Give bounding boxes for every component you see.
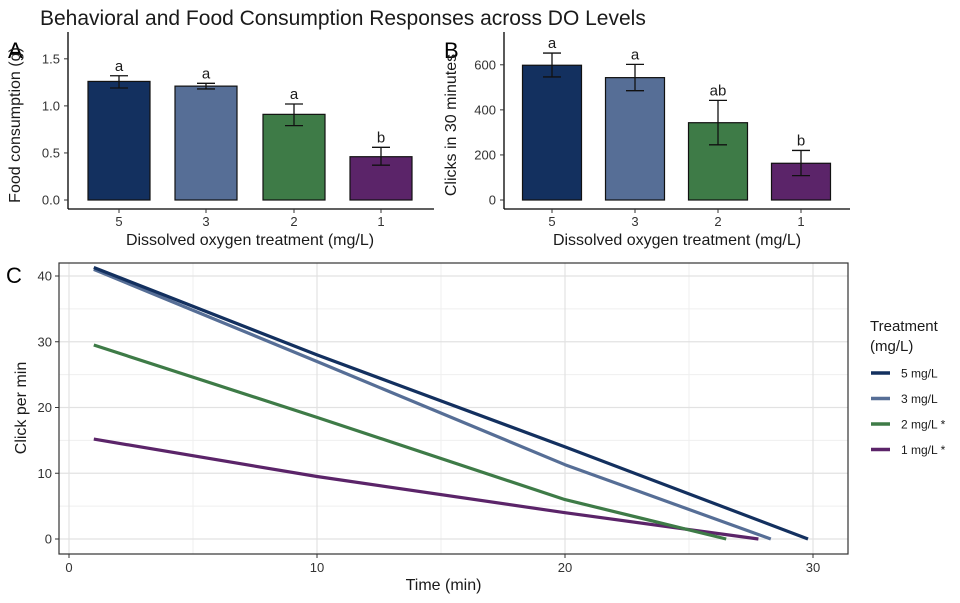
x-tick-label: 10 (310, 560, 324, 575)
x-tick-label: 1 (377, 214, 384, 229)
legend-title: Treatment (870, 318, 939, 335)
panel-c-click-rate: C 0 10 20 30 40 0 10 20 30 Time (min) Click per min… (6, 262, 946, 594)
y-tick-label: 0.5 (42, 145, 60, 160)
significance-label: ab (710, 82, 727, 99)
x-tick-label: 5 (115, 214, 122, 229)
series-line-2-mgL (93, 343, 727, 541)
significance-label: a (290, 86, 299, 103)
panel-b-clicks: B 0 200 400 600 a 5 a 3 ab 2 b 1 Dissolved oxygen tre… (443, 32, 850, 249)
y-tick-label: 0.0 (42, 193, 60, 208)
y-tick-label: 40 (38, 269, 52, 284)
series-line-3-mgL (93, 267, 772, 541)
significance-label: b (377, 129, 385, 146)
legend: Treatment (mg/L) 5 mg/L 3 mg/L 2 mg/L * 1 mg/… (870, 318, 946, 457)
y-tick-label: 0 (45, 532, 52, 547)
x-tick-label: 5 (548, 214, 555, 229)
series-line-5-mgL (93, 266, 809, 541)
x-tick-label: 0 (65, 560, 72, 575)
y-tick-label: 0 (489, 193, 496, 208)
y-tick-label: 20 (38, 400, 52, 415)
bar-5-mgL (521, 64, 583, 201)
significance-label: a (115, 58, 124, 75)
x-tick-label: 30 (806, 560, 820, 575)
legend-label: 2 mg/L * (901, 418, 946, 432)
significance-label: a (631, 46, 640, 63)
bar-3-mgL (604, 77, 666, 201)
series-line-1-mgL (93, 437, 759, 541)
x-tick-label: 2 (714, 214, 721, 229)
panel-letter: A (8, 38, 23, 63)
bar-2-mgL (262, 113, 326, 201)
panel-letter: B (444, 38, 459, 63)
x-tick-label: 3 (202, 214, 209, 229)
significance-label: b (797, 132, 805, 149)
significance-label: a (202, 65, 211, 82)
x-tick-label: 20 (558, 560, 572, 575)
bar-1-mgL (770, 162, 832, 201)
x-tick-label: 2 (290, 214, 297, 229)
y-axis-title: Food consumption (g) (7, 47, 24, 203)
significance-label: a (548, 35, 557, 52)
y-tick-label: 1.0 (42, 98, 60, 113)
x-axis-title: Dissolved oxygen treatment (mg/L) (126, 232, 374, 249)
x-axis-title: Time (min) (406, 577, 482, 594)
y-tick-label: 1.5 (42, 51, 60, 66)
y-tick-label: 600 (474, 57, 496, 72)
bar-5-mgL (87, 80, 151, 201)
plot-border (58, 262, 849, 555)
y-axis-title: Clicks in 30 minutes (443, 54, 460, 196)
y-tick-label: 400 (474, 102, 496, 117)
y-tick-label: 10 (38, 466, 52, 481)
legend-label: 5 mg/L (901, 367, 938, 381)
figure-title: Behavioral and Food Consumption Response… (40, 7, 646, 30)
x-tick-label: 1 (797, 214, 804, 229)
bar-3-mgL (174, 85, 238, 201)
y-tick-label: 30 (38, 334, 52, 349)
legend-label: 1 mg/L * (901, 443, 946, 457)
legend-label: 3 mg/L (901, 392, 938, 406)
y-axis-title: Click per min (13, 362, 30, 454)
panel-letter: C (6, 263, 22, 288)
x-tick-label: 3 (631, 214, 638, 229)
y-tick-label: 200 (474, 147, 496, 162)
legend-title: (mg/L) (870, 338, 913, 355)
x-axis-title: Dissolved oxygen treatment (mg/L) (553, 232, 801, 249)
